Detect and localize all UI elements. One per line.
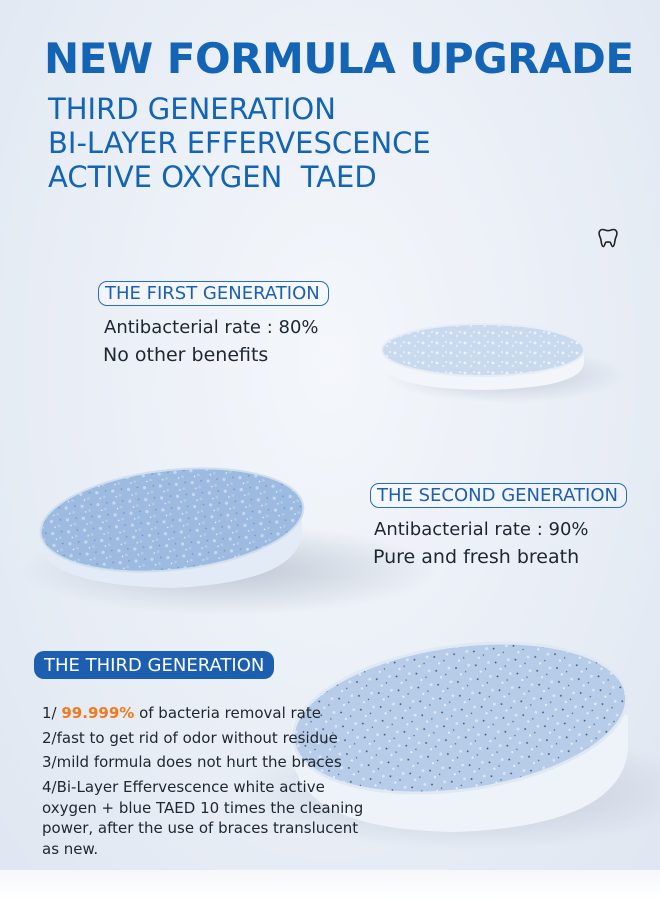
list-item-2: 2/fast to get rid of odor without residu… — [42, 728, 338, 747]
tablet-illustrations — [20, 323, 660, 850]
first-generation-rate: Antibacterial rate : 80% — [104, 317, 319, 338]
subtitle-line-2: BI-LAYER EFFERVESCENCE — [48, 126, 431, 160]
list-item-1: 1/ 99.999% of bacteria removal rate — [42, 704, 321, 722]
second-generation-rate: Antibacterial rate : 90% — [374, 519, 589, 540]
second-generation-label: THE SECOND GENERATION — [370, 483, 627, 508]
third-generation-label: THE THIRD GENERATION — [34, 651, 275, 679]
second-generation-benefit: Pure and fresh breath — [373, 546, 580, 568]
bacteria-removal-highlight: 99.999% — [61, 704, 135, 722]
headline: NEW FORMULA UPGRADE — [44, 34, 634, 83]
list-item-4: 4/Bi-Layer Effervescence white active ox… — [42, 778, 364, 859]
first-generation-label: THE FIRST GENERATION — [98, 281, 329, 306]
bottom-band — [0, 870, 660, 900]
subtitle-line-1: THIRD GENERATION — [48, 92, 336, 126]
first-generation-benefit: No other benefits — [103, 344, 269, 366]
subtitle-line-3: ACTIVE OXYGEN TAED — [48, 160, 377, 194]
list-item-3: 3/mild formula does not hurt the braces — [42, 753, 342, 772]
tooth-icon — [598, 228, 618, 248]
third-generation-list: 1/ 99.999% of bacteria removal rate 2/fa… — [42, 703, 372, 864]
